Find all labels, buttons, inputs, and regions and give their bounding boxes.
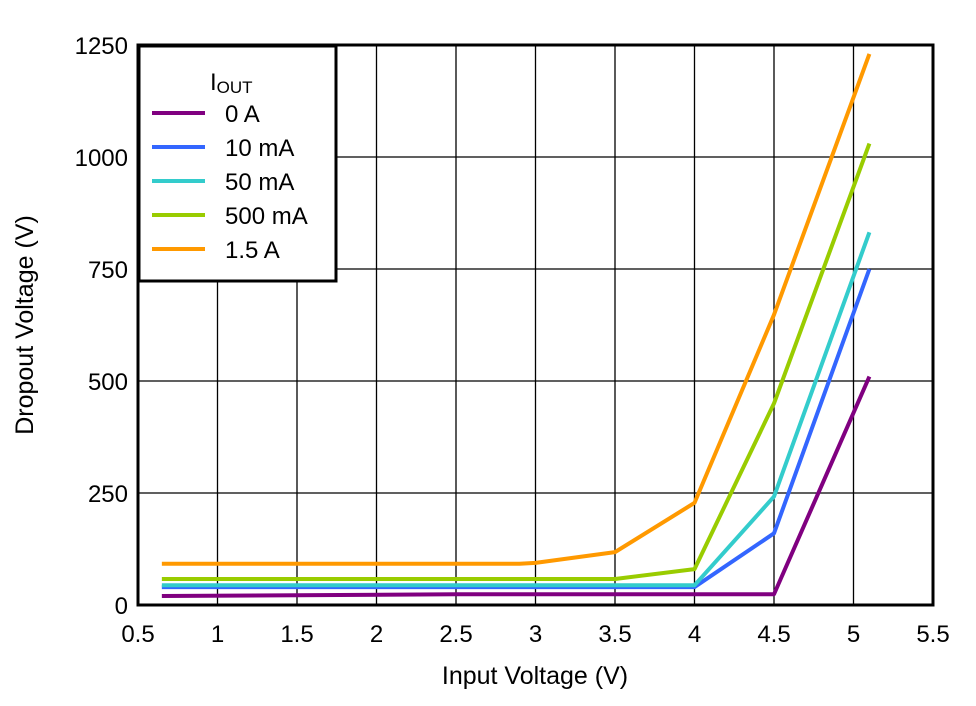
y-tick-label: 0 (115, 593, 128, 620)
legend-box (137, 44, 338, 283)
x-tick-label: 1 (211, 621, 224, 648)
legend-label: 500 mA (225, 203, 308, 230)
y-tick-label: 750 (88, 257, 128, 284)
x-tick-label: 2 (370, 621, 383, 648)
y-tick-label: 1250 (75, 33, 128, 60)
plot-frame (136, 43, 935, 607)
series-line-500-ma (161, 142, 872, 582)
legend: IOUT 0 A 10 mA 50 mA 500 mA 1.5 A (137, 44, 338, 283)
legend-label: 10 mA (225, 135, 294, 162)
x-tick-label: 5.5 (916, 621, 949, 648)
x-axis-label: Input Voltage (V) (442, 662, 628, 690)
x-tick-label: 4.5 (757, 621, 790, 648)
legend-label: 50 mA (225, 169, 294, 196)
y-tick-label: 250 (88, 481, 128, 508)
legend-title: IOUT (210, 69, 253, 97)
legend-label: 0 A (225, 101, 260, 128)
series-line-50-ma (161, 231, 872, 588)
legend-label: 1.5 A (225, 237, 280, 264)
series-lines (161, 53, 872, 599)
x-tick-label: 4 (688, 621, 701, 648)
series-line-0-a (161, 375, 872, 599)
x-tick-label: 2.5 (439, 621, 472, 648)
y-axis-label: Dropout Voltage (V) (11, 215, 39, 435)
y-tick-label: 500 (88, 369, 128, 396)
x-tick-label: 3.5 (598, 621, 631, 648)
series-line-1-5-a (161, 53, 872, 566)
x-tick-label: 0.5 (121, 621, 154, 648)
x-tick-label: 1.5 (280, 621, 313, 648)
x-tick-label: 5 (847, 621, 860, 648)
x-tick-label: 3 (529, 621, 542, 648)
tick-labels: 0.5 1 1.5 2 2.5 3 3.5 4 4.5 5 5.5 0 250 500 750 1000 125… (75, 33, 950, 648)
y-tick-label: 1000 (75, 145, 128, 172)
